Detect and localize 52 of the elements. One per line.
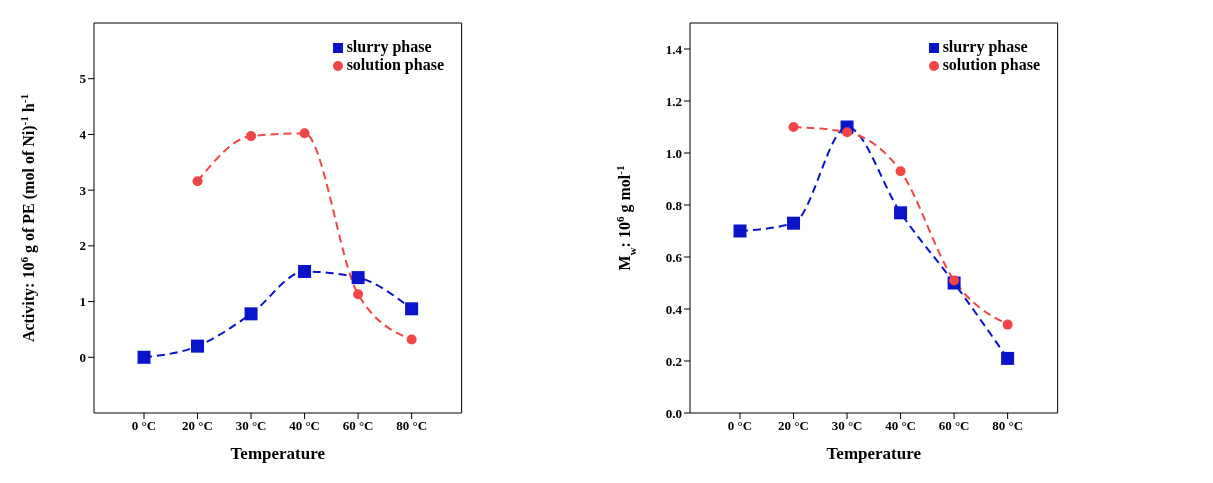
x-tick-label: 0 °C xyxy=(727,418,753,434)
y-tick-label: 5 xyxy=(79,71,87,87)
x-tick-label: 60 °C xyxy=(938,418,970,434)
x-tick-label: 80 °C xyxy=(396,418,428,434)
point xyxy=(298,264,312,278)
point xyxy=(244,307,258,321)
y-tick-label: 0.6 xyxy=(665,249,683,265)
x-tick-label: 30 °C xyxy=(235,418,267,434)
point xyxy=(191,339,205,353)
point xyxy=(894,206,908,220)
y-tick-label: 1.2 xyxy=(665,93,682,109)
point xyxy=(406,334,417,345)
y-tick-label: 0.8 xyxy=(665,197,683,213)
point xyxy=(299,128,310,139)
x-tick-label: 20 °C xyxy=(778,418,809,434)
x-tick-label: 60 °C xyxy=(342,418,374,434)
legend-label: solution phase xyxy=(942,56,1040,73)
y-tick-label: 0 xyxy=(79,349,86,365)
y-tick-label: 4 xyxy=(79,127,87,143)
point xyxy=(353,289,364,300)
x-axis-title: Temperature xyxy=(826,444,922,463)
point xyxy=(788,122,799,132)
point xyxy=(949,275,960,286)
y-tick-label: 0.0 xyxy=(665,405,682,421)
point xyxy=(246,131,257,142)
legend-label: slurry phase xyxy=(346,38,432,55)
legend-label: slurry phase xyxy=(942,38,1028,55)
y-tick-label: 1 xyxy=(79,294,86,310)
y-tick-label: 3 xyxy=(79,182,87,198)
x-tick-label: 80 °C xyxy=(992,418,1024,434)
point xyxy=(192,176,203,187)
point xyxy=(787,216,801,230)
point xyxy=(733,224,747,238)
y-tick-label: 1.0 xyxy=(665,145,682,161)
y-tick-label: 1.4 xyxy=(665,41,683,57)
x-axis-title: Temperature xyxy=(230,444,326,463)
x-tick-label: 40 °C xyxy=(289,418,320,434)
x-tick-label: 20 °C xyxy=(182,418,213,434)
y-tick-label: 0.2 xyxy=(665,353,682,369)
y-tick-label: 0.4 xyxy=(665,301,683,317)
point xyxy=(1002,319,1013,330)
point xyxy=(137,350,151,364)
point xyxy=(895,166,906,177)
x-tick-label: 30 °C xyxy=(831,418,863,434)
legend-label: solution phase xyxy=(346,56,444,73)
point xyxy=(351,271,365,285)
x-tick-label: 0 °C xyxy=(131,418,157,434)
point xyxy=(842,127,853,138)
point xyxy=(405,302,419,316)
y-tick-label: 2 xyxy=(79,238,86,254)
x-tick-label: 40 °C xyxy=(885,418,916,434)
point xyxy=(1001,351,1015,365)
